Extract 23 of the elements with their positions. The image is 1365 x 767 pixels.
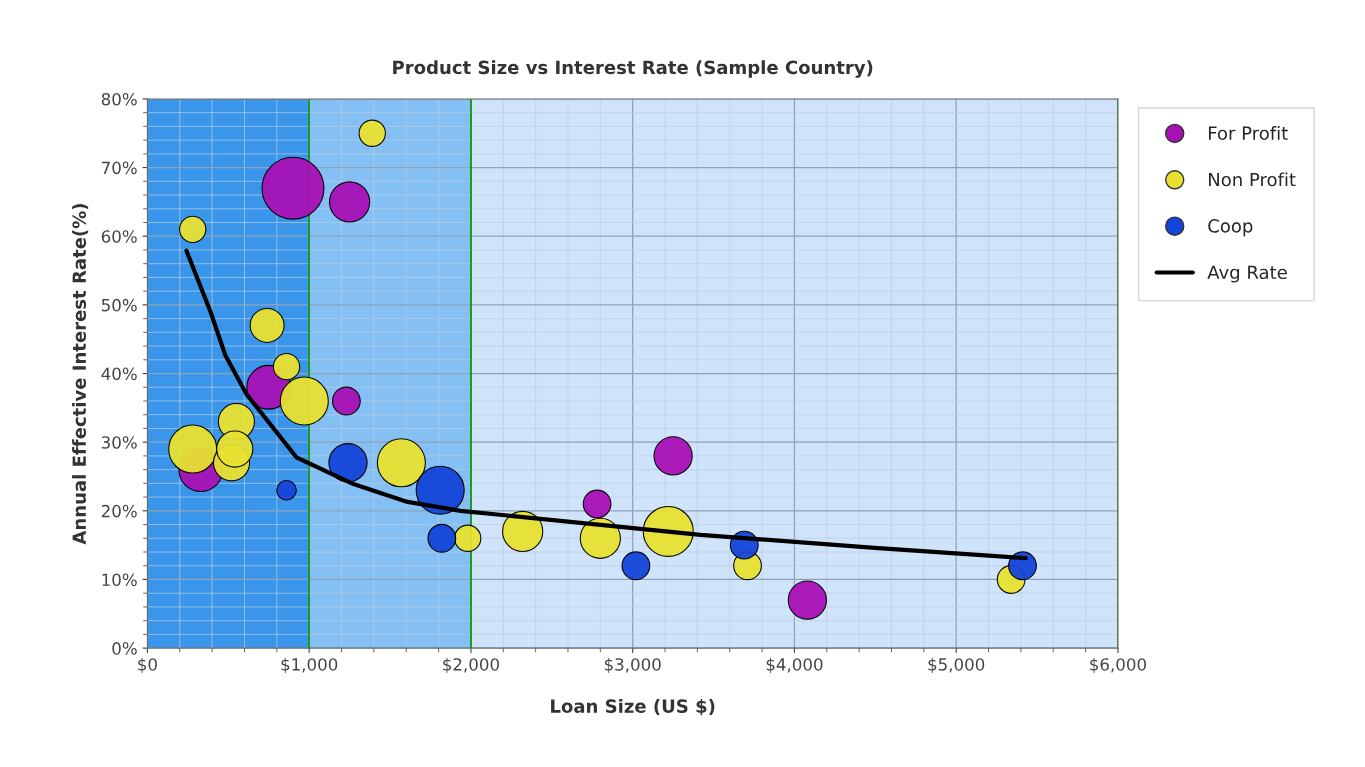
legend-label: For Profit [1208, 126, 1288, 140]
y-tick-label: 10% [102, 573, 137, 587]
x-tick-label: $1,000 [281, 657, 338, 673]
x-tick-label: $0 [138, 657, 157, 673]
x-axis-title: Loan Size (US $) [551, 698, 715, 716]
y-tick-label: 80% [101, 92, 137, 106]
y-tick-label: 40% [101, 367, 137, 381]
x-tick-label: $2,000 [443, 657, 499, 673]
chart-title: Product Size vs Interest Rate (Sample Country) [393, 60, 873, 78]
legend-label: Non Profit [1208, 172, 1296, 187]
x-tick-label: $4,000 [766, 657, 823, 673]
y-tick-label: 70% [102, 161, 137, 175]
x-tick-label: $5,000 [928, 657, 985, 673]
y-tick-label: 50% [101, 298, 137, 312]
legend-label: Avg Rate [1207, 265, 1287, 283]
y-tick-label: 30% [101, 436, 137, 449]
x-tick-label: $3,000 [604, 657, 661, 673]
y-tick-label: 20% [101, 504, 137, 518]
y-tick-label: 0% [112, 642, 137, 655]
x-tick-label: $6,000 [1090, 657, 1146, 673]
y-tick-label: 60% [101, 230, 137, 243]
legend-label: Coop [1208, 219, 1253, 237]
y-axis-title: Annual Effective Interest Rate(%) [72, 204, 89, 545]
